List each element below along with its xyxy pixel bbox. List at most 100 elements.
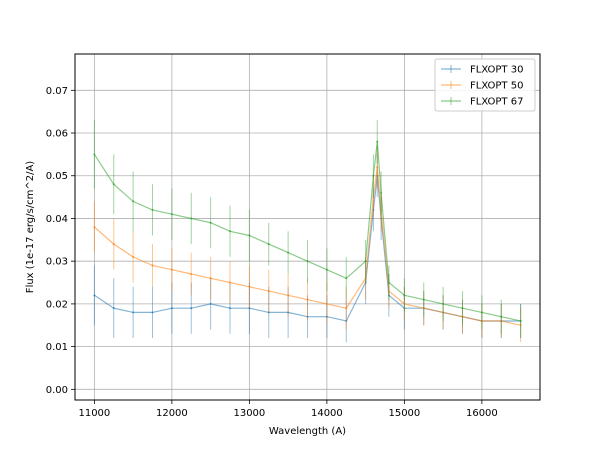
data-point xyxy=(170,268,173,271)
data-point xyxy=(190,307,193,310)
data-point xyxy=(132,200,135,203)
data-point xyxy=(267,290,270,293)
data-point xyxy=(403,294,406,297)
data-point xyxy=(387,281,390,284)
data-point xyxy=(372,174,375,177)
data-point xyxy=(170,307,173,310)
legend: FLXOPT 30 FLXOPT 50 FLXOPT 67 xyxy=(434,58,536,112)
data-point xyxy=(500,319,503,322)
data-point xyxy=(229,307,231,310)
legend-label: FLXOPT 67 xyxy=(470,97,523,108)
data-point xyxy=(151,264,154,267)
legend-label: FLXOPT 50 xyxy=(470,81,523,92)
data-point xyxy=(112,307,115,310)
series-3 xyxy=(93,120,522,339)
data-point xyxy=(306,260,309,263)
series-line xyxy=(93,141,521,322)
data-point xyxy=(422,298,425,301)
x-tick-label: 14000 xyxy=(311,408,343,419)
data-point xyxy=(287,251,290,254)
data-point xyxy=(287,294,290,297)
data-point xyxy=(372,196,375,199)
y-axis-label: Flux (1e-17 erg/s/cm^2/A) xyxy=(25,161,36,293)
data-point xyxy=(170,213,173,216)
x-tick-label: 16000 xyxy=(466,408,498,419)
data-point xyxy=(248,307,251,310)
legend-entry: FLXOPT 67 xyxy=(441,97,523,108)
data-point xyxy=(132,255,135,258)
x-tick-label: 15000 xyxy=(388,408,420,419)
data-point xyxy=(345,307,348,310)
data-point xyxy=(248,234,251,237)
data-point xyxy=(112,183,115,186)
data-point xyxy=(132,311,135,314)
data-point xyxy=(229,281,231,284)
data-point xyxy=(93,226,96,228)
data-point xyxy=(364,277,367,280)
data-point xyxy=(519,324,522,327)
data-point xyxy=(461,307,464,310)
data-point xyxy=(267,311,270,314)
data-point xyxy=(267,243,270,246)
y-tick-label: 0.07 xyxy=(46,86,68,97)
data-point xyxy=(519,319,522,322)
data-point xyxy=(229,230,231,233)
data-point xyxy=(403,302,406,305)
x-axis: 11000 12000 13000 14000 15000 16000 xyxy=(78,400,498,419)
data-point xyxy=(387,290,390,293)
data-point xyxy=(345,277,348,280)
data-point xyxy=(442,302,445,305)
legend-label: FLXOPT 30 xyxy=(470,65,523,76)
plot-frame xyxy=(74,53,541,401)
y-tick-label: 0.03 xyxy=(46,257,68,268)
x-axis-label: Wavelength (A) xyxy=(269,426,346,437)
data-point xyxy=(190,217,193,220)
data-point xyxy=(287,311,290,314)
data-point xyxy=(209,221,212,224)
data-point xyxy=(93,153,96,156)
data-point xyxy=(364,260,367,263)
data-point xyxy=(209,277,212,280)
data-point xyxy=(93,294,96,297)
y-tick-label: 0.04 xyxy=(46,214,68,225)
data-point xyxy=(151,208,154,211)
series-line xyxy=(94,167,521,326)
series-layer xyxy=(93,120,522,343)
data-point xyxy=(248,285,251,288)
data-point xyxy=(376,140,379,143)
data-point xyxy=(422,307,425,310)
data-point xyxy=(480,319,483,322)
data-point xyxy=(376,166,379,169)
data-point xyxy=(442,311,445,314)
data-point xyxy=(112,243,115,246)
data-point xyxy=(380,208,383,211)
x-tick-label: 12000 xyxy=(156,408,188,419)
y-tick-label: 0.01 xyxy=(46,342,68,353)
data-point xyxy=(306,298,309,301)
x-tick-label: 11000 xyxy=(78,408,110,419)
y-axis: 0.00 0.01 0.02 0.03 0.04 0.05 0.06 0.07 xyxy=(46,86,75,396)
data-point xyxy=(325,315,328,318)
y-tick-label: 0.02 xyxy=(46,299,68,310)
data-point xyxy=(372,208,375,211)
data-point xyxy=(325,268,328,271)
data-point xyxy=(461,315,464,318)
x-tick-label: 13000 xyxy=(233,408,265,419)
data-point xyxy=(209,302,212,305)
data-point xyxy=(345,319,348,322)
data-point xyxy=(306,315,309,318)
data-point xyxy=(480,311,483,314)
legend-entry: FLXOPT 50 xyxy=(441,81,523,92)
data-point xyxy=(403,307,406,310)
legend-box xyxy=(434,58,536,112)
y-tick-label: 0.05 xyxy=(46,171,68,182)
legend-entry: FLXOPT 30 xyxy=(441,65,523,76)
data-point xyxy=(500,315,503,318)
y-tick-label: 0.00 xyxy=(46,385,68,396)
data-point xyxy=(190,272,193,275)
y-tick-label: 0.06 xyxy=(46,129,68,140)
data-point xyxy=(325,302,328,305)
series-2 xyxy=(93,145,522,343)
data-point xyxy=(364,281,367,284)
